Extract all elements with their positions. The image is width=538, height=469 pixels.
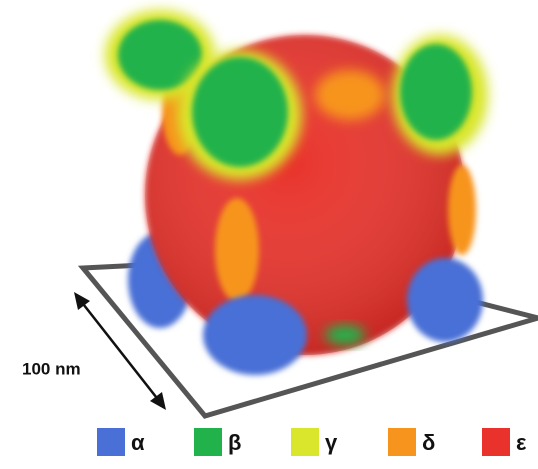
nanoparticle-rendering — [105, 10, 488, 375]
legend: α β γ δ ε — [97, 428, 527, 456]
legend-swatch — [194, 428, 222, 456]
legend-label: β — [228, 430, 241, 455]
legend-swatch — [97, 428, 125, 456]
legend-swatch — [482, 428, 510, 456]
legend-swatch — [291, 428, 319, 456]
scale-label: 100 nm — [22, 359, 81, 378]
delta-domain — [315, 70, 385, 120]
legend-label: α — [131, 430, 145, 455]
beta-domain — [400, 44, 472, 140]
figure: 100 nm α β γ δ ε — [0, 0, 538, 469]
legend-label: ε — [516, 430, 527, 455]
legend-swatch — [388, 428, 416, 456]
delta-domain — [215, 198, 259, 302]
legend-label: γ — [325, 430, 338, 455]
legend-label: δ — [422, 430, 435, 455]
figure-canvas: 100 nm α β γ δ ε — [0, 0, 538, 469]
alpha-domain — [203, 295, 307, 375]
alpha-domain — [407, 258, 483, 342]
delta-domain — [448, 165, 476, 255]
beta-domain — [192, 57, 288, 167]
beta-domain — [325, 325, 365, 345]
